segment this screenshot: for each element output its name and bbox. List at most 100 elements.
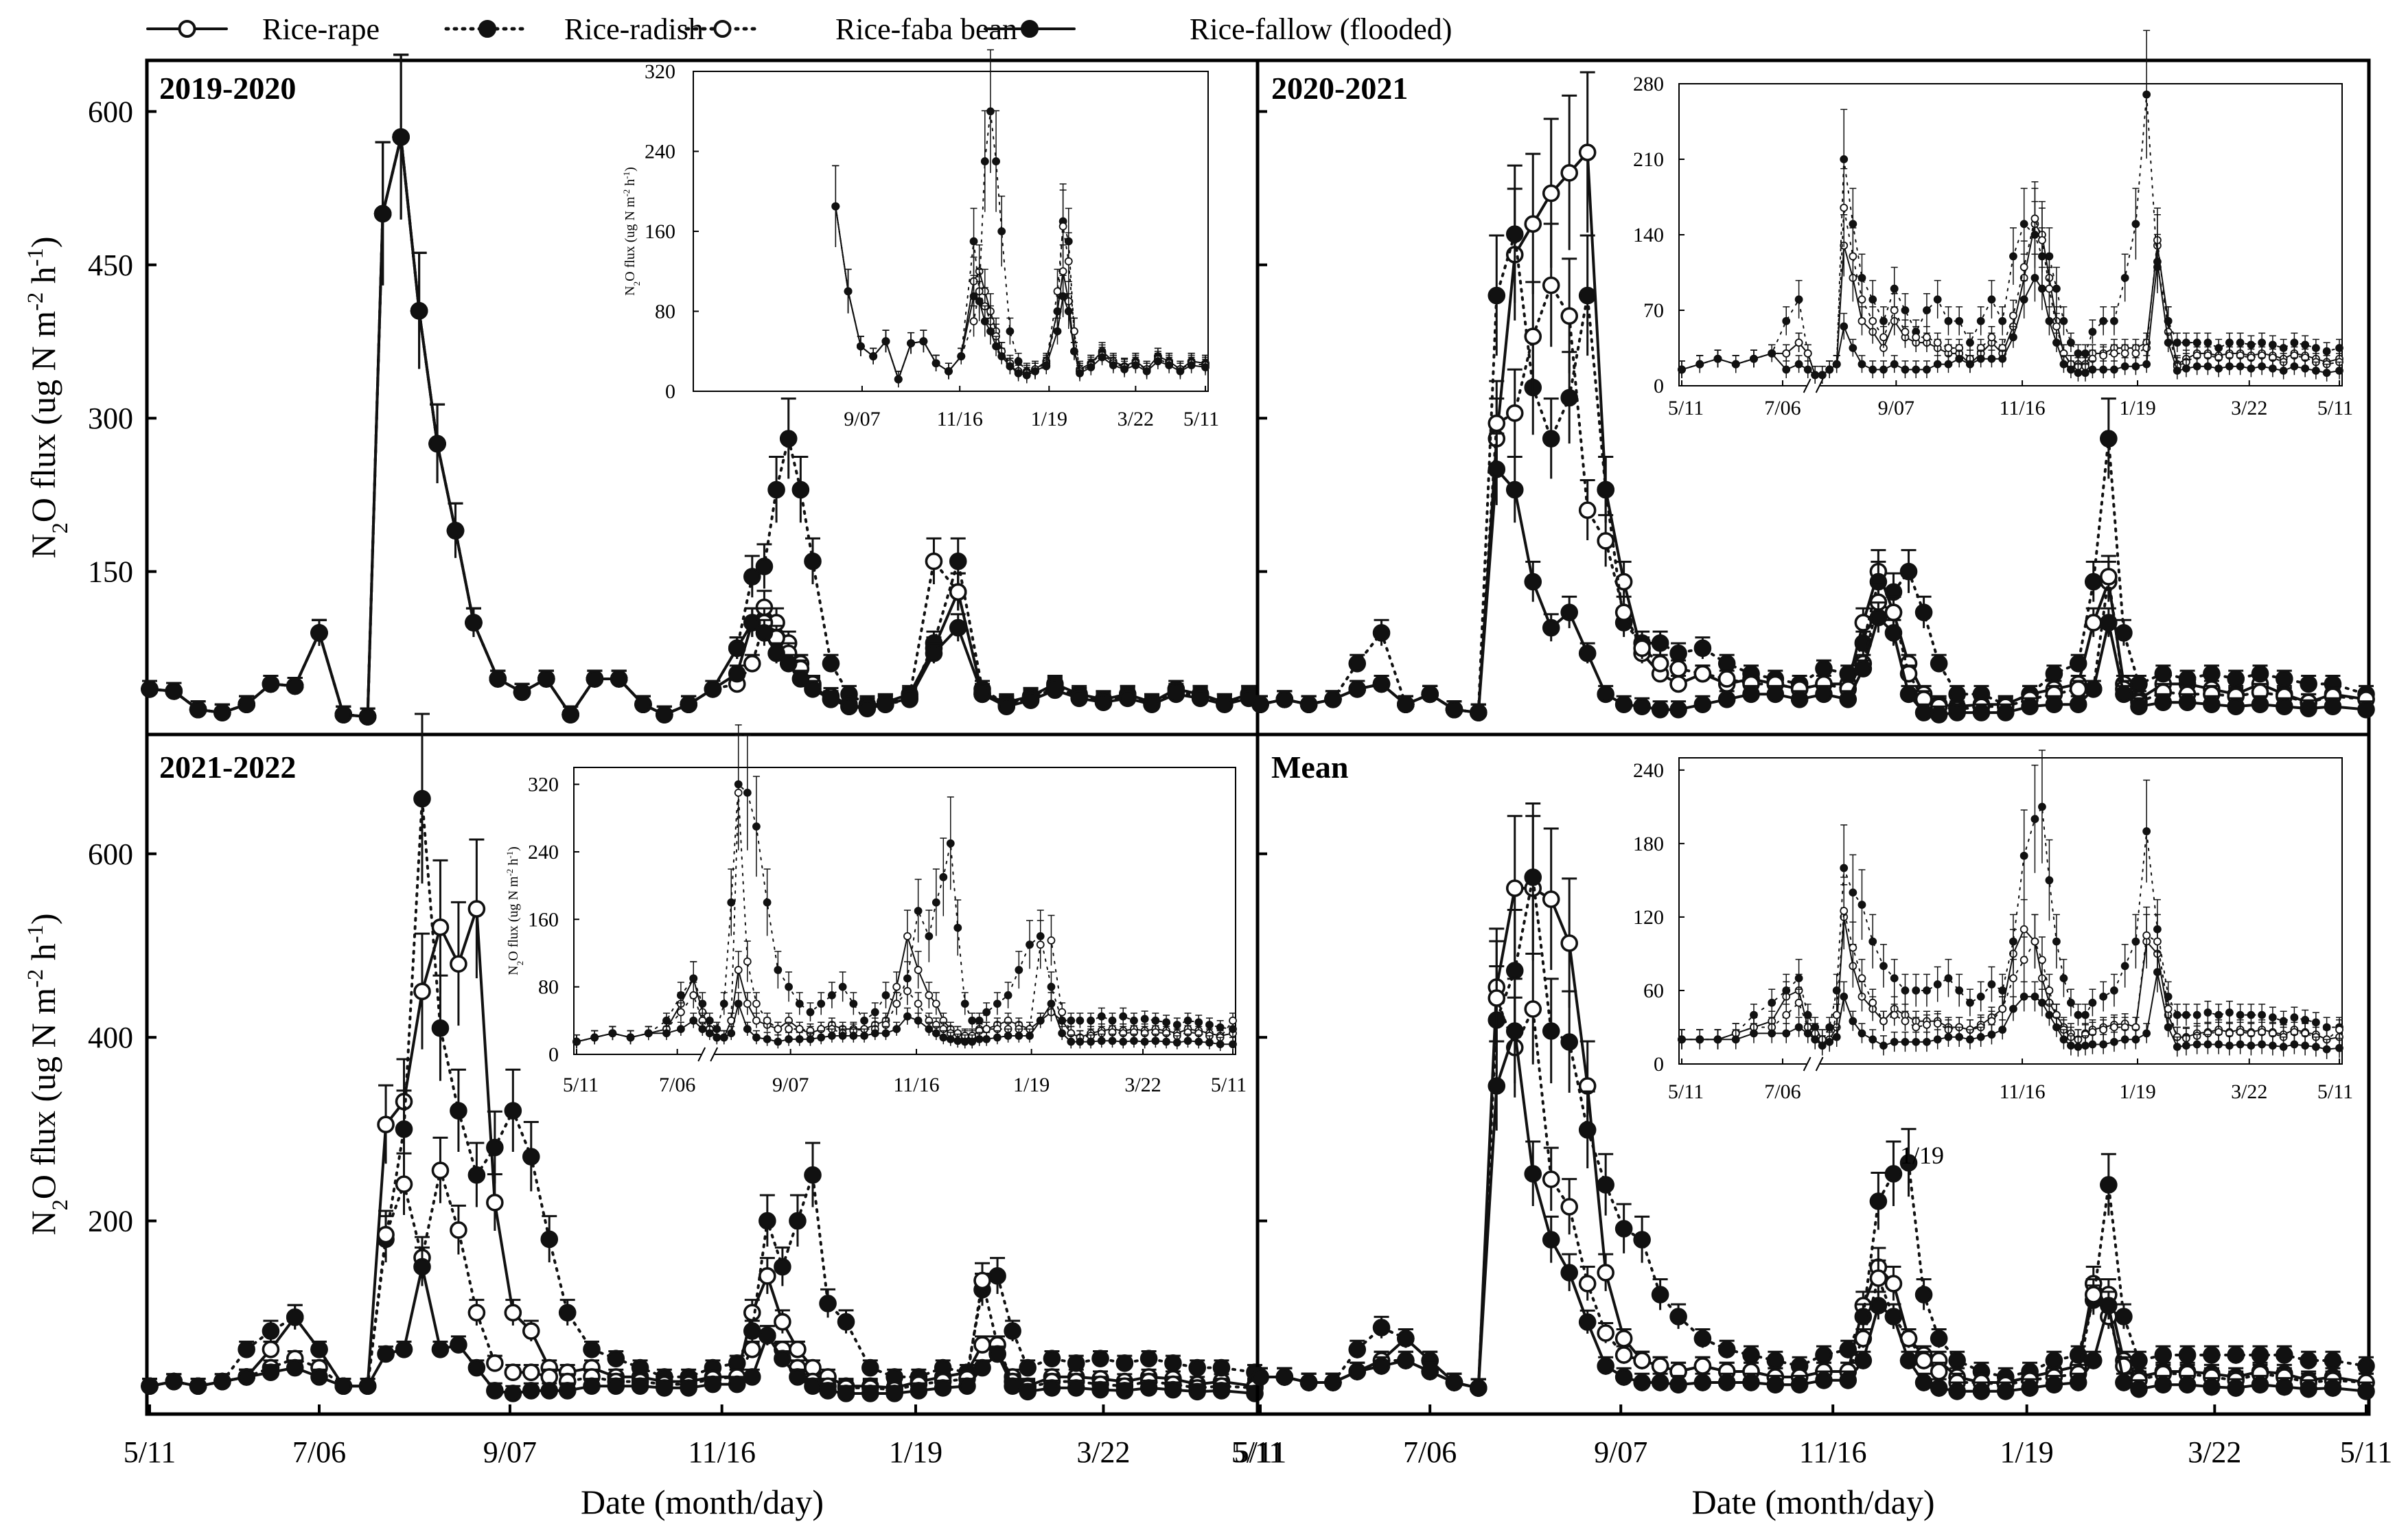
inset-point bbox=[1176, 367, 1185, 375]
point bbox=[1651, 700, 1669, 719]
inset-point bbox=[2173, 367, 2181, 375]
inset-point bbox=[1818, 371, 1827, 380]
inset-point bbox=[2030, 214, 2039, 223]
point bbox=[2300, 1380, 2317, 1398]
point bbox=[1348, 1341, 1367, 1358]
inset-point bbox=[572, 1037, 581, 1046]
point bbox=[262, 1322, 280, 1340]
inset-point bbox=[931, 898, 940, 907]
point bbox=[1275, 690, 1294, 708]
inset-point bbox=[662, 1029, 671, 1038]
point bbox=[1372, 1357, 1391, 1375]
inset-point bbox=[953, 923, 962, 932]
inset-point bbox=[1901, 306, 1910, 314]
point bbox=[973, 1336, 991, 1354]
inset-point bbox=[925, 931, 934, 940]
point bbox=[377, 1225, 395, 1244]
point bbox=[1948, 1382, 1966, 1400]
inset-point bbox=[946, 1034, 955, 1043]
inset-point bbox=[1782, 316, 1791, 325]
point bbox=[656, 1379, 673, 1397]
inset-point bbox=[903, 986, 912, 995]
point bbox=[1669, 660, 1687, 678]
inset-point bbox=[2131, 349, 2140, 358]
inset-point bbox=[689, 974, 698, 983]
point bbox=[885, 1385, 903, 1402]
inset-point bbox=[2081, 349, 2089, 358]
inset-point bbox=[1933, 980, 1942, 988]
point bbox=[141, 1377, 159, 1396]
point bbox=[1633, 639, 1651, 658]
inset-point bbox=[892, 999, 901, 1008]
inset-point bbox=[925, 1025, 934, 1034]
inset-point bbox=[1923, 333, 1931, 342]
point bbox=[779, 430, 798, 448]
point bbox=[413, 789, 431, 808]
point bbox=[1930, 706, 1948, 724]
inset-point bbox=[1006, 327, 1015, 336]
point bbox=[1717, 654, 1736, 673]
point bbox=[310, 1340, 328, 1358]
inset-point bbox=[1976, 354, 1985, 363]
inset-point bbox=[1966, 998, 1974, 1007]
inset-point bbox=[2258, 338, 2267, 347]
inset-point bbox=[727, 1029, 736, 1038]
point bbox=[1633, 1352, 1651, 1369]
inset-point bbox=[1794, 295, 1803, 304]
inset-y-tick-label: 240 bbox=[528, 841, 559, 864]
point bbox=[1251, 695, 1269, 714]
point bbox=[2178, 670, 2197, 688]
point bbox=[743, 1304, 761, 1322]
inset-point bbox=[975, 297, 984, 305]
inset-point bbox=[1131, 361, 1140, 370]
inset-x-tick-label: 7/06 bbox=[659, 1074, 695, 1096]
point bbox=[680, 695, 697, 714]
point bbox=[1070, 689, 1088, 708]
inset-point bbox=[1998, 354, 2007, 363]
inset-y-tick-label: 320 bbox=[645, 60, 675, 83]
point bbox=[2130, 675, 2148, 693]
series-4 bbox=[1251, 432, 2375, 724]
point bbox=[2178, 1376, 2197, 1393]
point bbox=[1914, 603, 1933, 621]
point bbox=[1560, 307, 1578, 325]
legend-marker bbox=[1021, 20, 1039, 38]
inset-point bbox=[1183, 1016, 1192, 1025]
inset-point bbox=[1216, 1040, 1225, 1049]
inset-point bbox=[953, 1037, 962, 1045]
point bbox=[1815, 1346, 1833, 1364]
inset-point bbox=[1194, 1018, 1203, 1027]
inset-x-tick-label: 5/11 bbox=[1183, 408, 1219, 430]
inset-y-tick-label: 240 bbox=[645, 141, 675, 163]
inset-point bbox=[1933, 338, 1942, 347]
point bbox=[973, 685, 991, 704]
inset-point bbox=[1153, 357, 1162, 366]
point bbox=[2154, 664, 2173, 683]
inset-point bbox=[831, 202, 840, 211]
inset-point bbox=[2203, 338, 2212, 347]
point bbox=[238, 1368, 255, 1386]
inset-point bbox=[2052, 284, 2061, 293]
inset-x-tick-label: 9/07 bbox=[1878, 397, 1914, 419]
inset-x-tick-label: 5/11 bbox=[1211, 1074, 1247, 1096]
inset-2: 0 70 140 210 280 5/11 7/06 9/07 11/16 1/19 3/22 5/1… bbox=[1633, 30, 2353, 419]
point bbox=[1560, 934, 1578, 952]
point bbox=[1487, 460, 1506, 478]
point bbox=[1899, 685, 1918, 704]
series-line bbox=[1259, 467, 2368, 717]
point bbox=[804, 1166, 822, 1184]
inset-point bbox=[1803, 365, 1812, 374]
legend-label: Rice-fallow (flooded) bbox=[1190, 12, 1452, 46]
point bbox=[759, 1212, 776, 1230]
point bbox=[334, 706, 353, 724]
inset-point bbox=[1119, 1037, 1128, 1046]
inset-x-tick-label: 11/16 bbox=[1999, 397, 2045, 419]
inset-point bbox=[1070, 347, 1078, 356]
point bbox=[1854, 1352, 1873, 1369]
point bbox=[1372, 675, 1391, 693]
inset-point bbox=[1004, 1032, 1012, 1040]
point bbox=[504, 1102, 522, 1120]
point bbox=[2154, 1376, 2173, 1393]
inset-point bbox=[931, 1029, 940, 1038]
point bbox=[1914, 1286, 1933, 1304]
